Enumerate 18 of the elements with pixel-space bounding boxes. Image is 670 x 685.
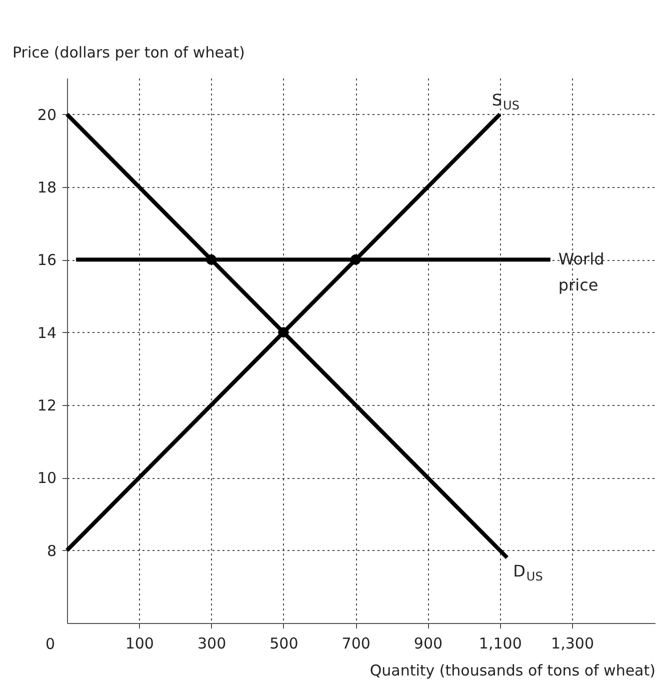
y-tick-label: 14 xyxy=(37,324,56,342)
y-tick-label: 20 xyxy=(37,106,56,124)
x-tick-label: 1,100 xyxy=(478,634,522,652)
y-tick-label: 18 xyxy=(37,178,56,196)
y-axis-title: Price (dollars per ton of wheat) xyxy=(12,44,245,62)
x-tick-label: 700 xyxy=(342,634,370,652)
x-tick-label: 100 xyxy=(125,634,154,652)
x-axis-title: Quantity (thousands of tons of wheat) xyxy=(370,662,656,680)
x-tick-label: 1,300 xyxy=(551,634,594,652)
x-tick-label: 900 xyxy=(414,634,443,652)
x-tick-label: 500 xyxy=(270,634,298,652)
text: 0 xyxy=(45,635,55,653)
series-label: World price xyxy=(558,250,604,295)
x-tick-label: 300 xyxy=(197,634,226,652)
y-tick-label: 12 xyxy=(37,396,56,414)
y-tick-label: 8 xyxy=(46,542,56,560)
y-tick-label: 10 xyxy=(37,469,56,488)
y-tick-label: 16 xyxy=(37,251,56,270)
